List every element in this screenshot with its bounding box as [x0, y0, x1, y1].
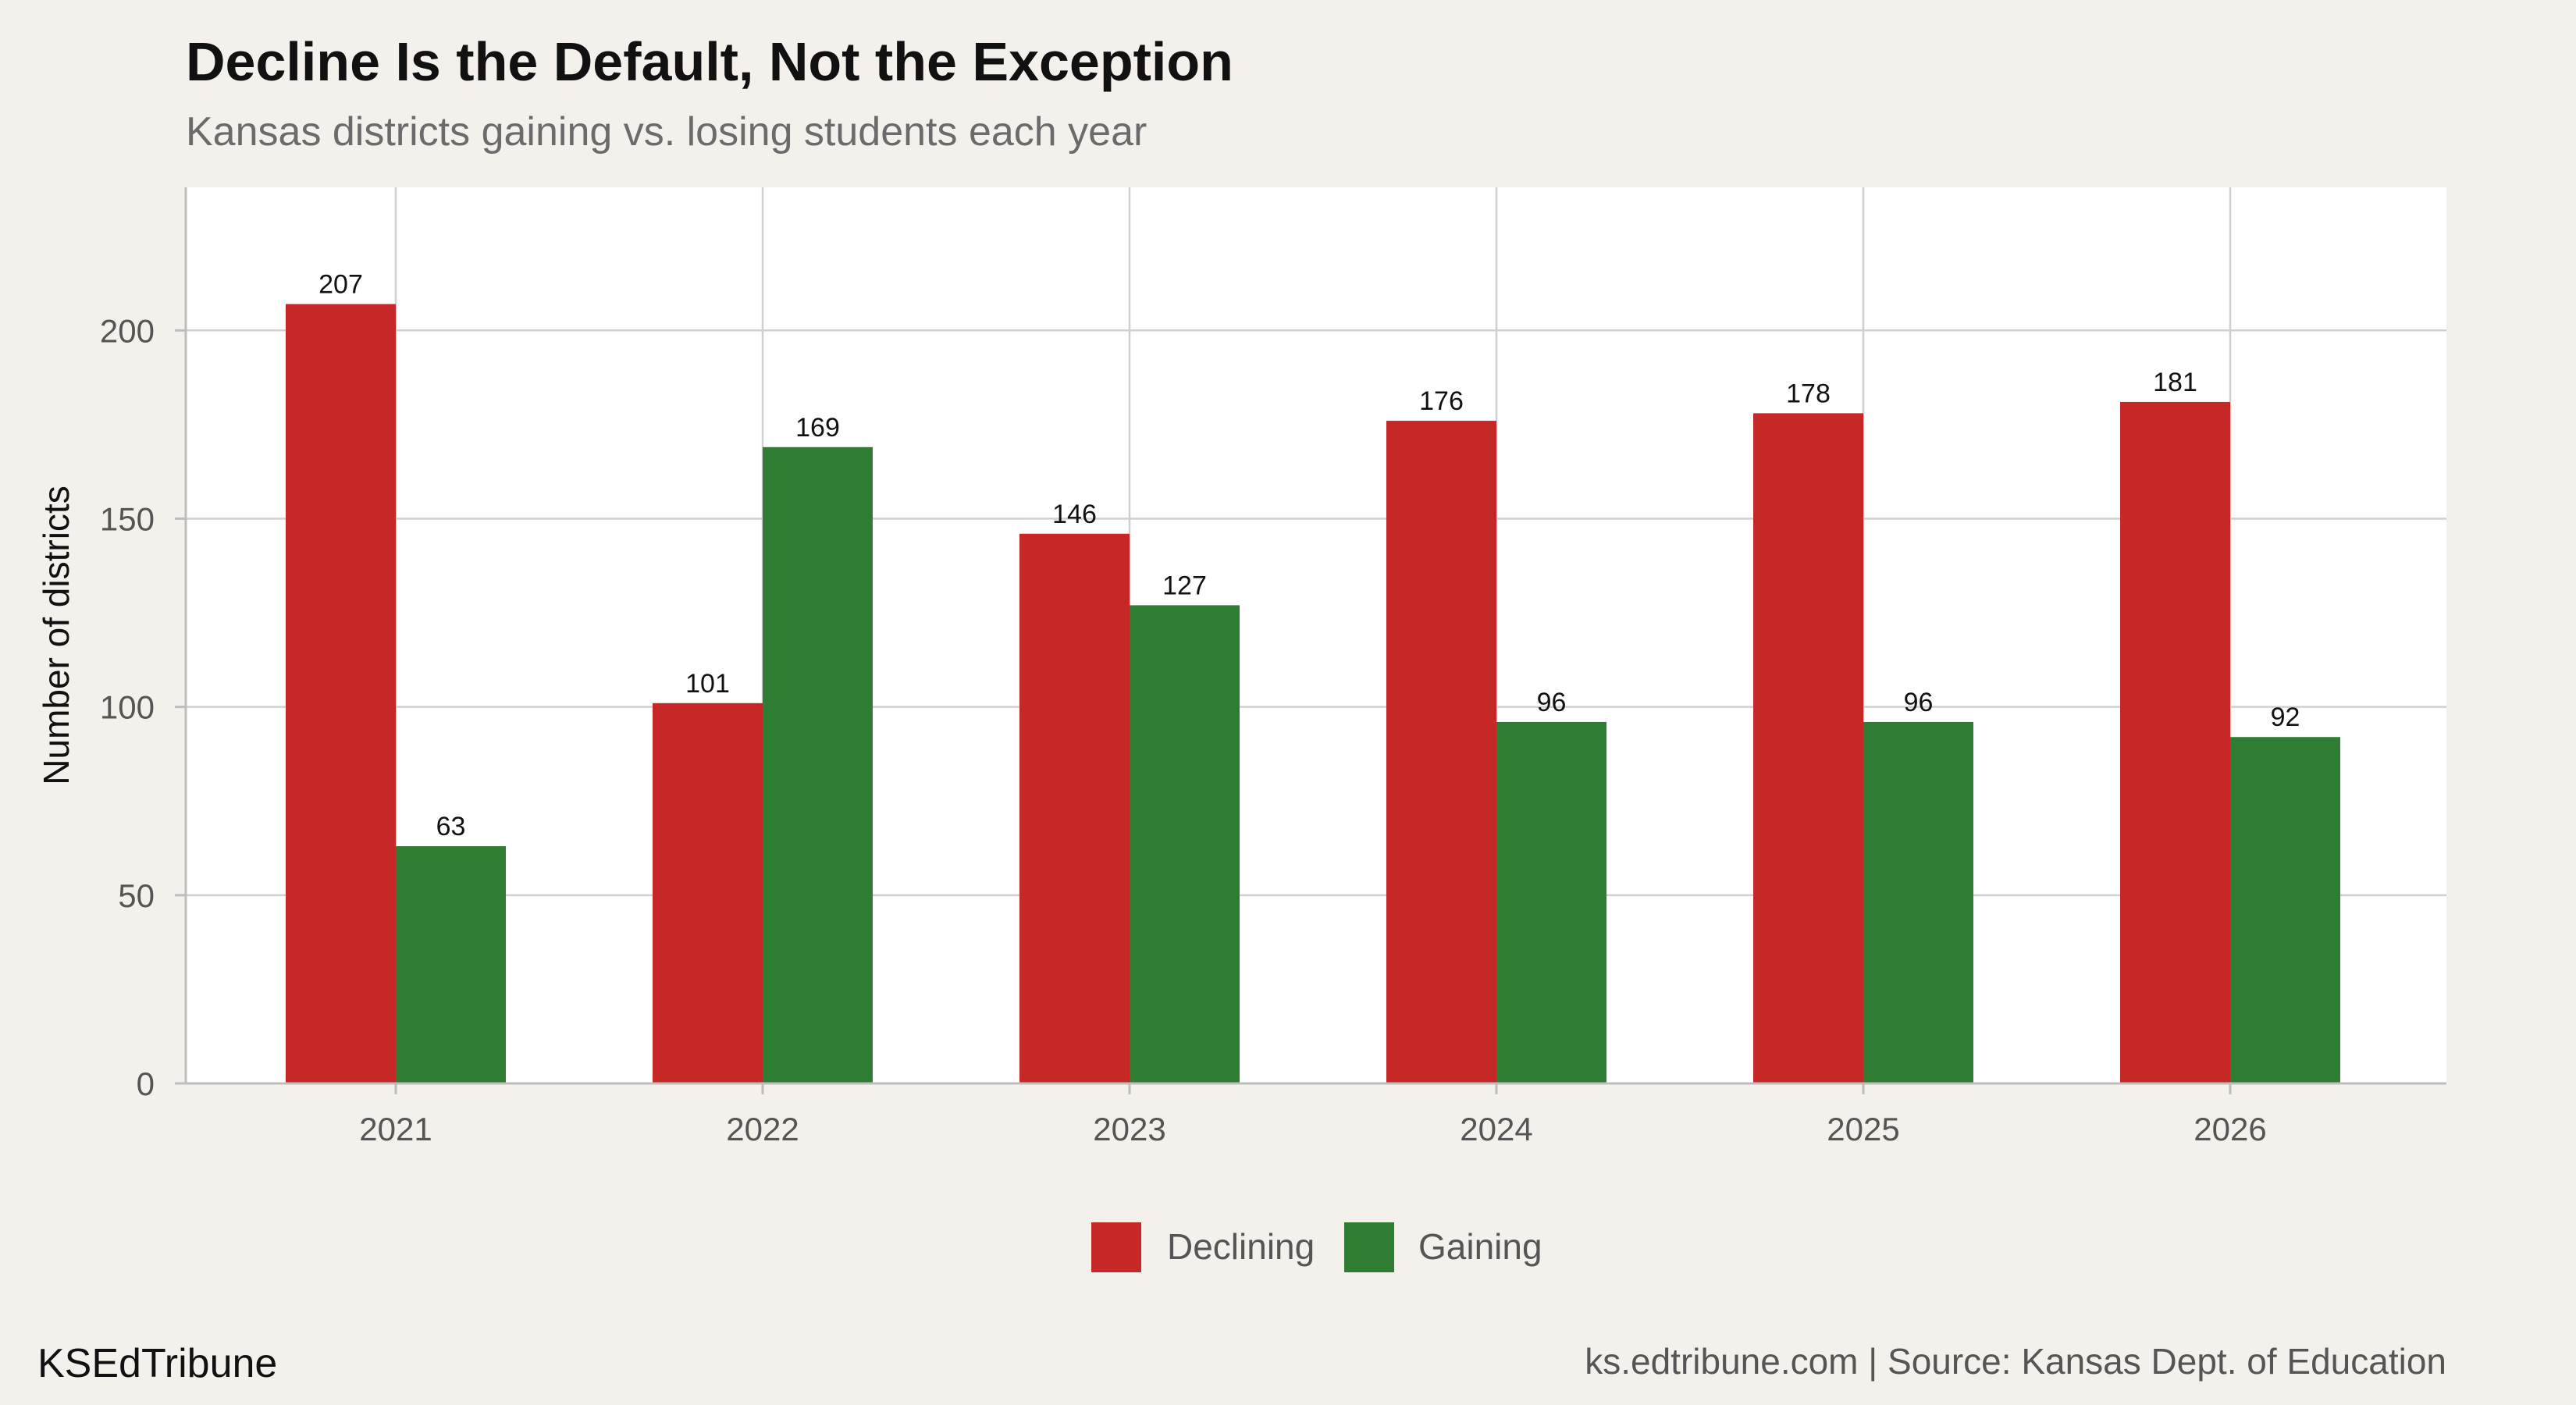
- legend-swatch-gaining: [1344, 1222, 1394, 1272]
- y-tick-label: 200: [100, 312, 155, 349]
- data-label-gaining-2023: 127: [1162, 571, 1207, 600]
- footer-source: ks.edtribune.com | Source: Kansas Dept. …: [1585, 1341, 2446, 1382]
- bars-layer: [286, 304, 2340, 1083]
- y-tick-label: 100: [100, 689, 155, 726]
- x-tick-label: 2026: [2194, 1111, 2266, 1147]
- data-label-gaining-2026: 92: [2271, 702, 2300, 732]
- bar-gaining-2024: [1496, 721, 1606, 1083]
- footer-brand: KSEdTribune: [37, 1341, 277, 1386]
- x-tick-label: 2022: [726, 1111, 799, 1147]
- y-tick-label: 50: [118, 877, 155, 914]
- y-tick-label: 150: [100, 500, 155, 537]
- legend-label-gaining: Gaining: [1418, 1226, 1542, 1267]
- data-label-declining-2024: 176: [1419, 386, 1464, 416]
- plot-area: [186, 187, 2446, 1083]
- bar-gaining-2023: [1130, 605, 1240, 1083]
- chart-title: Decline Is the Default, Not the Exceptio…: [186, 31, 1233, 92]
- data-labels-layer: 207 101 146 176 178 181 63 169 127 96 96 92: [318, 270, 2300, 842]
- bar-declining-2023: [1019, 533, 1130, 1083]
- x-tick-label: 2021: [359, 1111, 432, 1147]
- chart-subtitle: Kansas districts gaining vs. losing stud…: [186, 109, 1147, 155]
- data-label-declining-2022: 101: [685, 669, 730, 699]
- bar-gaining-2026: [2230, 737, 2340, 1083]
- bar-gaining-2025: [1863, 721, 1973, 1083]
- bar-declining-2026: [2120, 401, 2230, 1083]
- legend-swatch-declining: [1091, 1222, 1141, 1272]
- x-axis-ticks: 2021 2022 2023 2024 2025 2026: [359, 1083, 2267, 1147]
- legend: Declining Gaining: [1091, 1222, 1542, 1272]
- y-axis-ticks: 0 50 100 150 200: [100, 312, 186, 1102]
- data-label-gaining-2025: 96: [1904, 688, 1934, 717]
- x-tick-label: 2025: [1827, 1111, 1899, 1147]
- y-tick-label: 0: [137, 1065, 155, 1102]
- data-label-gaining-2022: 169: [795, 413, 840, 443]
- bar-declining-2024: [1386, 421, 1496, 1083]
- data-label-declining-2025: 178: [1786, 379, 1831, 408]
- x-tick-label: 2023: [1093, 1111, 1165, 1147]
- data-label-declining-2026: 181: [2153, 368, 2197, 397]
- data-label-declining-2023: 146: [1052, 500, 1097, 529]
- bar-gaining-2022: [763, 446, 873, 1083]
- y-axis-title: Number of districts: [36, 486, 76, 784]
- bar-gaining-2021: [396, 846, 506, 1083]
- legend-label-declining: Declining: [1167, 1226, 1315, 1267]
- bar-declining-2022: [653, 702, 763, 1083]
- data-label-gaining-2021: 63: [436, 812, 466, 841]
- bar-declining-2021: [286, 304, 396, 1083]
- x-tick-label: 2024: [1460, 1111, 1532, 1147]
- data-label-declining-2021: 207: [318, 270, 363, 300]
- data-label-gaining-2024: 96: [1537, 688, 1567, 717]
- bar-declining-2025: [1753, 413, 1863, 1083]
